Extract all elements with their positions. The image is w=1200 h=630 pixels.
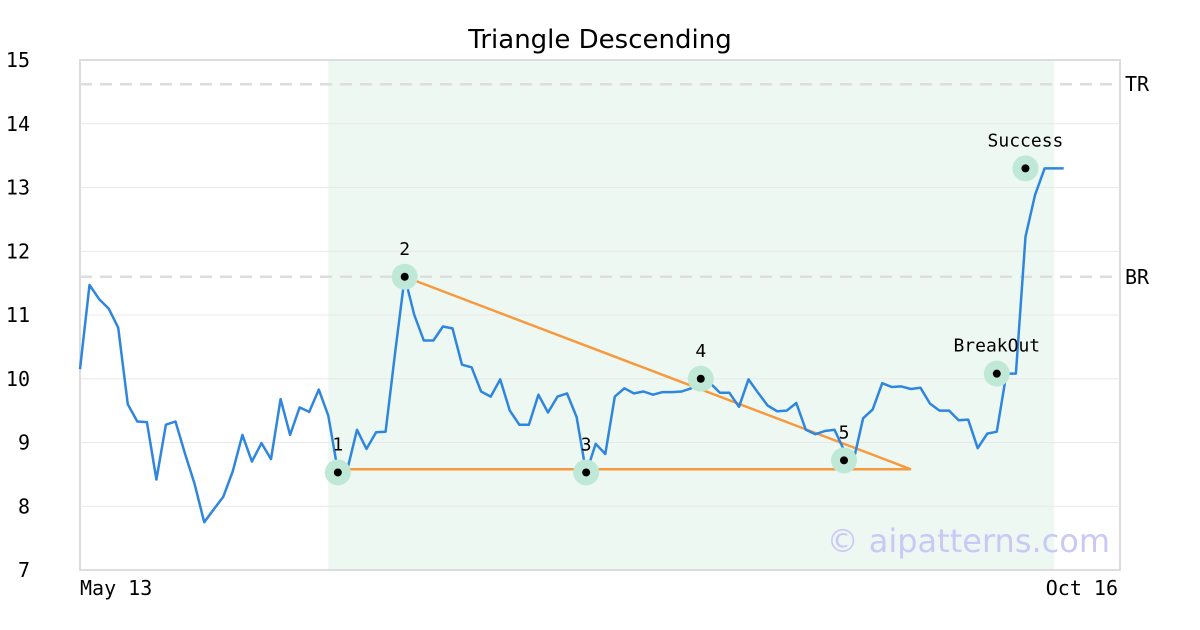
y-ticks-group: 7 8 9 10 11 12 13 14 15 [6, 48, 30, 582]
point-label: 2 [399, 239, 410, 260]
watermark: © aipatterns.com [827, 522, 1110, 560]
gridlines-group [80, 123, 1120, 507]
point-label: 3 [581, 434, 592, 455]
trendlines-group [337, 275, 912, 471]
point-marker [333, 468, 342, 477]
point-marker [696, 374, 705, 383]
x-ticks-group: May 13 Oct 16 [80, 576, 1118, 600]
y-tick-label: 11 [6, 303, 30, 327]
levels-group: TR BR [80, 72, 1150, 289]
price-series-line [78, 167, 1064, 524]
point-label: BreakOut [953, 336, 1040, 357]
y-tick-label: 8 [18, 494, 30, 518]
point-marker [582, 468, 591, 477]
point-marker [1021, 164, 1030, 173]
y-tick-label: 10 [6, 367, 30, 391]
trendline [404, 275, 912, 471]
y-tick-label: 7 [18, 558, 30, 582]
point-label: 4 [695, 341, 706, 362]
x-tick-label: May 13 [80, 576, 152, 600]
y-tick-label: 13 [6, 176, 30, 200]
point-label: 1 [332, 434, 343, 455]
y-tick-label: 14 [6, 112, 30, 136]
chart-title: Triangle Descending [467, 25, 731, 55]
points-group: 1 2 3 4 5 BreakOut Success [324, 130, 1064, 486]
point-label: 5 [839, 422, 850, 443]
point-marker [400, 272, 409, 281]
level-label-tr: TR [1125, 72, 1150, 96]
series-group [78, 167, 1064, 524]
level-label-br: BR [1125, 265, 1150, 289]
y-tick-label: 15 [6, 48, 30, 72]
point-marker [840, 456, 848, 465]
point-label: Success [988, 130, 1064, 151]
plot-frame [79, 59, 1121, 571]
x-tick-label: Oct 16 [1046, 576, 1118, 600]
y-tick-label: 12 [6, 239, 30, 263]
y-tick-label: 9 [18, 431, 30, 455]
point-marker [992, 369, 1001, 378]
